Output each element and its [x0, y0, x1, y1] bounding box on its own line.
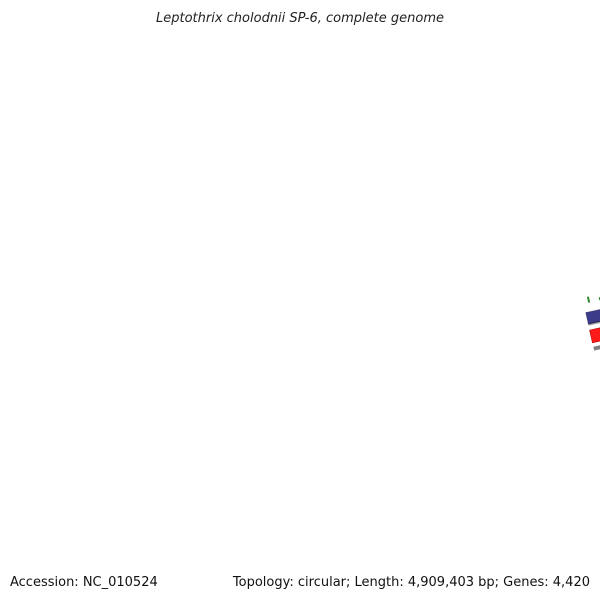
feature-bar-shadow-1 — [588, 320, 600, 326]
feature-track — [585, 309, 600, 326]
genome-summary-text: Topology: circular; Length: 4,909,403 bp… — [232, 575, 590, 590]
upper-tick — [586, 296, 591, 303]
cds-track — [589, 327, 600, 344]
feature-bar-1 — [585, 309, 600, 325]
map-title: Leptothrix cholodnii SP-6, complete geno… — [156, 11, 444, 26]
upper-tick-track — [586, 296, 600, 303]
accession-text: Accession: NC_010524 — [10, 575, 158, 590]
cds-arrow-1 — [589, 327, 600, 344]
